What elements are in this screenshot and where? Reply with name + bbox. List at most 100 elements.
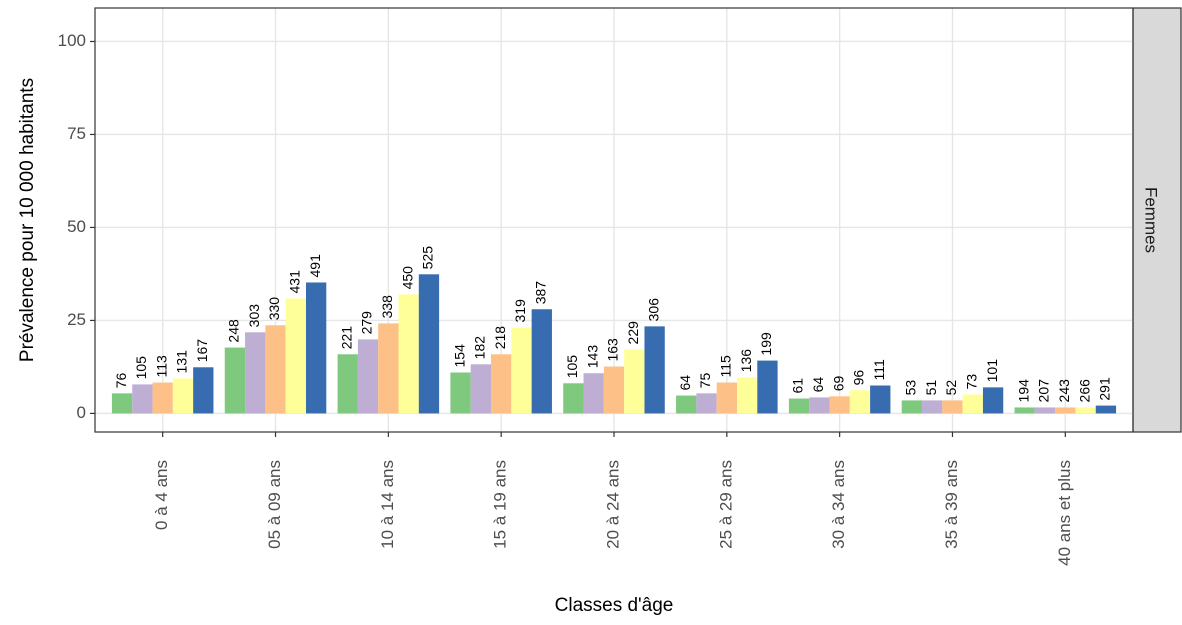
bar bbox=[696, 393, 717, 414]
bar bbox=[644, 326, 665, 414]
x-tick-label: 20 à 24 ans bbox=[603, 460, 622, 549]
count-label: 450 bbox=[399, 266, 415, 290]
bar bbox=[1055, 407, 1076, 414]
bar bbox=[470, 364, 492, 414]
count-label: 279 bbox=[359, 311, 375, 335]
y-tick-label: 75 bbox=[67, 124, 86, 143]
count-label: 525 bbox=[420, 246, 436, 270]
x-tick-label: 40 ans et plus bbox=[1055, 460, 1074, 566]
count-label: 163 bbox=[605, 338, 621, 362]
bar bbox=[870, 385, 891, 414]
count-label: 53 bbox=[903, 380, 919, 396]
bar bbox=[1075, 407, 1096, 414]
bar bbox=[1034, 407, 1056, 414]
bar bbox=[398, 294, 419, 414]
bar bbox=[111, 393, 133, 414]
bar bbox=[132, 384, 153, 414]
x-tick-label: 10 à 14 ans bbox=[378, 460, 397, 549]
count-label: 136 bbox=[738, 349, 754, 373]
bar bbox=[193, 367, 214, 414]
count-label: 182 bbox=[472, 336, 488, 360]
bar bbox=[224, 347, 246, 414]
count-label: 105 bbox=[133, 356, 149, 380]
bar bbox=[788, 398, 810, 414]
count-label: 319 bbox=[512, 299, 528, 323]
x-tick-label: 25 à 29 ans bbox=[716, 460, 735, 549]
count-label: 96 bbox=[851, 370, 867, 386]
bar bbox=[922, 400, 943, 414]
bar bbox=[305, 282, 327, 414]
bar bbox=[563, 383, 584, 414]
bar bbox=[285, 298, 306, 414]
count-label: 131 bbox=[174, 350, 190, 374]
y-tick-label: 0 bbox=[77, 403, 86, 422]
bar bbox=[624, 349, 645, 414]
count-label: 76 bbox=[113, 373, 129, 389]
count-label: 143 bbox=[584, 345, 600, 369]
bar bbox=[245, 332, 266, 414]
bar bbox=[418, 274, 440, 414]
x-tick-label: 35 à 39 ans bbox=[942, 460, 961, 549]
y-tick-label: 100 bbox=[58, 31, 86, 50]
bar bbox=[357, 339, 379, 414]
count-label: 113 bbox=[153, 355, 169, 378]
bar bbox=[172, 378, 194, 414]
count-label: 111 bbox=[871, 359, 887, 380]
facet-label: Femmes bbox=[1142, 187, 1161, 253]
y-axis-label: Prévalence pour 10 000 habitants bbox=[17, 78, 38, 362]
count-label: 64 bbox=[677, 375, 693, 391]
bar bbox=[757, 360, 778, 414]
count-label: 330 bbox=[266, 297, 282, 321]
grid bbox=[95, 8, 1133, 432]
count-label: 303 bbox=[246, 304, 262, 328]
count-label: 73 bbox=[963, 374, 979, 390]
count-label: 199 bbox=[758, 332, 774, 356]
count-label: 154 bbox=[451, 344, 467, 368]
count-label: 51 bbox=[923, 380, 939, 396]
bar bbox=[1095, 405, 1117, 414]
bar bbox=[982, 387, 1004, 414]
count-label: 221 bbox=[338, 326, 354, 350]
count-label: 167 bbox=[194, 339, 210, 363]
bar bbox=[511, 327, 532, 414]
bar bbox=[583, 373, 604, 414]
count-label: 115 bbox=[718, 355, 734, 378]
bar bbox=[942, 400, 963, 414]
bar bbox=[829, 396, 850, 414]
bar bbox=[450, 372, 471, 414]
count-label: 61 bbox=[790, 378, 806, 394]
count-label: 306 bbox=[645, 298, 661, 322]
count-label: 291 bbox=[1097, 377, 1113, 401]
facet-strip bbox=[1132, 7, 1182, 433]
bar bbox=[491, 354, 512, 414]
bar bbox=[603, 366, 625, 414]
count-label: 229 bbox=[625, 321, 641, 345]
bar bbox=[716, 382, 737, 414]
y-tick-label: 25 bbox=[67, 310, 86, 329]
x-tick-label: 05 à 09 ans bbox=[265, 460, 284, 549]
count-label: 218 bbox=[492, 326, 508, 350]
count-label: 248 bbox=[226, 319, 242, 343]
count-label: 194 bbox=[1015, 379, 1031, 403]
x-tick-label: 0 à 4 ans bbox=[152, 460, 171, 530]
bar bbox=[531, 309, 552, 414]
bar bbox=[152, 382, 173, 414]
count-label: 105 bbox=[564, 355, 580, 379]
count-label: 64 bbox=[810, 377, 826, 393]
bar bbox=[337, 354, 358, 414]
bar bbox=[265, 325, 286, 414]
bar bbox=[736, 377, 758, 414]
count-label: 431 bbox=[287, 270, 303, 294]
bar bbox=[378, 323, 399, 414]
bar bbox=[849, 390, 871, 414]
bar bbox=[809, 397, 830, 414]
x-tick-label: 30 à 34 ans bbox=[829, 460, 848, 549]
count-label: 387 bbox=[532, 281, 548, 305]
count-label: 266 bbox=[1076, 379, 1092, 403]
count-label: 491 bbox=[307, 254, 323, 278]
bar bbox=[1014, 407, 1035, 414]
bar bbox=[676, 395, 697, 414]
x-tick-label: 15 à 19 ans bbox=[491, 460, 510, 549]
